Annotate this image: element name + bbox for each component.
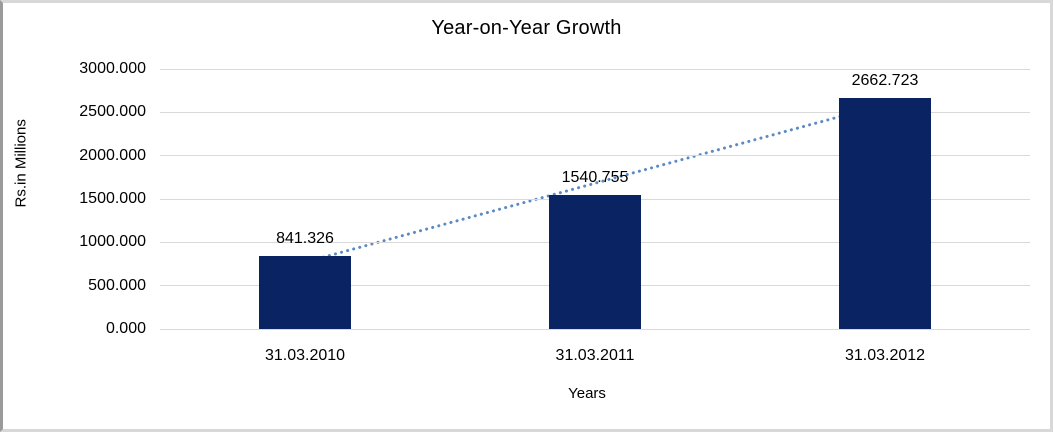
x-tick-label: 31.03.2012	[844, 347, 926, 364]
gridline	[160, 155, 1030, 157]
y-tick-label: 2500.000	[79, 103, 146, 121]
y-tick-label: 3000.000	[79, 60, 146, 77]
y-tick-label: 1500.000	[79, 190, 146, 207]
y-tick-label: 2000.000	[79, 146, 146, 164]
bar	[259, 256, 351, 329]
bar-value-label: 1540.755	[561, 169, 629, 187]
x-tick-label: 31.03.2010	[264, 347, 346, 364]
y-tick-label: 1000.000	[79, 233, 146, 251]
gridline	[160, 111, 1030, 113]
gridline	[160, 68, 1030, 70]
bar	[839, 98, 931, 329]
y-tick-label: 0.000	[105, 320, 146, 337]
y-tick-label: 500.000	[88, 276, 146, 294]
bar	[549, 195, 641, 329]
bar-value-label: 2662.723	[851, 72, 919, 90]
x-tick-label: 31.03.2011	[555, 347, 635, 364]
chart-title: Year-on-Year Growth	[431, 17, 622, 39]
gridline	[160, 328, 1030, 330]
bar-value-label: 841.326	[276, 230, 334, 248]
x-axis-title: Years	[568, 385, 606, 402]
